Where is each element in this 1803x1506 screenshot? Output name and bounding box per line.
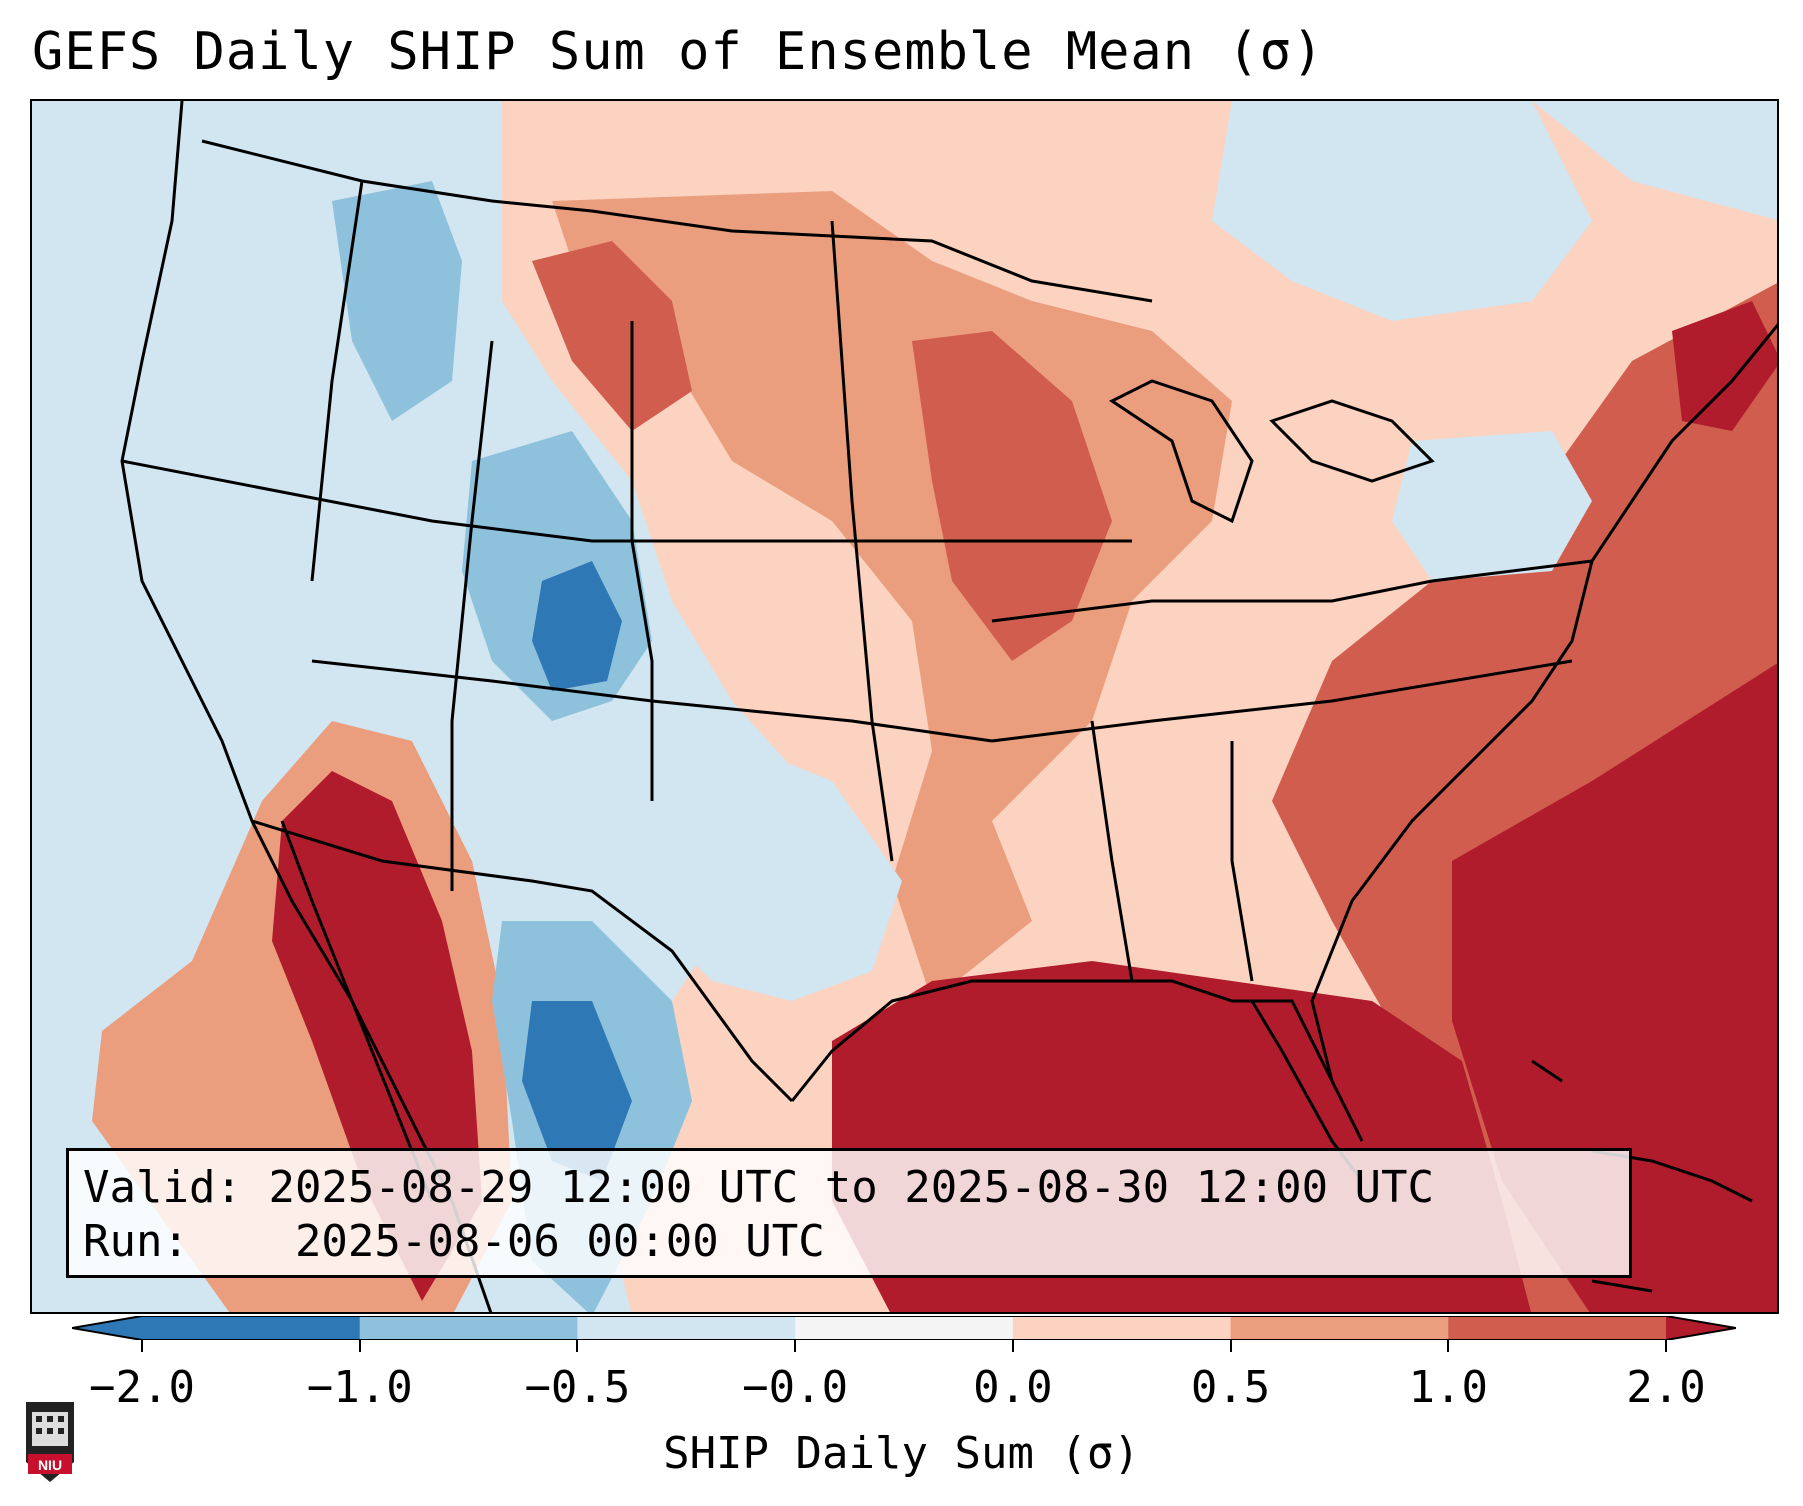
anomaly-region-texas-neutral (592, 741, 902, 1001)
colorbar-segment (1448, 1316, 1667, 1340)
anomaly-region-pennsylvania-neutral (1392, 431, 1592, 581)
anomaly-region-colorado-strong-negative (532, 561, 622, 691)
colorbar-tick-label: 0.5 (1190, 1362, 1271, 1413)
colorbar-tick (794, 1340, 797, 1352)
state-line-6 (830, 220, 894, 862)
baja-peninsula (280, 820, 434, 1202)
valid-run-info-box: Valid: 2025-08-29 12:00 UTC to 2025-08-3… (66, 1148, 1632, 1278)
state-line-7 (991, 559, 1593, 623)
niu-logo-icon: NIU (26, 1402, 74, 1482)
state-line-10 (1230, 741, 1254, 982)
state-line-2 (121, 459, 1132, 543)
colorbar-tick (1665, 1340, 1667, 1352)
colorbar-tick-label: −0.0 (742, 1362, 849, 1413)
colorbar-tick-label: −2.0 (89, 1362, 195, 1413)
map-panel[interactable] (30, 99, 1779, 1314)
atlantic-coastline (1310, 323, 1777, 1082)
coastline-west (120, 101, 493, 1312)
state-line-9 (1090, 720, 1134, 982)
run-value: 2025-08-06 00:00 UTC (294, 1216, 825, 1267)
colorbar-segment (359, 1316, 578, 1340)
colorbar-segment (1230, 1316, 1449, 1340)
anomaly-region-mexico-strong-negative (522, 1001, 632, 1181)
state-line-3 (630, 321, 654, 801)
us-mexico-border (251, 819, 794, 1103)
colorbar (72, 1316, 1736, 1340)
anomaly-region-montana-strong (532, 241, 692, 431)
colorbar-tick-label: 2.0 (1626, 1362, 1706, 1413)
valid-value: 2025-08-29 12:00 UTC to 2025-08-30 12:00… (268, 1162, 1435, 1213)
valid-label: Valid: (83, 1162, 242, 1213)
state-line-5 (311, 659, 993, 743)
colorbar-tick (1229, 1340, 1232, 1352)
colorbar-tick (358, 1340, 361, 1352)
great-lakes (1109, 379, 1254, 524)
colorbar-tick-label: −1.0 (306, 1362, 413, 1413)
colorbar-extend-low (72, 1316, 142, 1340)
colorbar-tick (141, 1340, 143, 1352)
colorbar-tick (1011, 1340, 1014, 1352)
run-label: Run: (83, 1216, 189, 1267)
anomaly-region-idaho-negative (332, 181, 462, 421)
colorbar-tick-label: 0.0 (973, 1362, 1053, 1413)
colorbar-segment (577, 1316, 796, 1340)
map-title: GEFS Daily SHIP Sum of Ensemble Mean (σ) (32, 22, 1325, 82)
logo-text: NIU (38, 1457, 62, 1473)
colorbar-tick (576, 1340, 579, 1352)
colorbar-segment (142, 1316, 361, 1340)
colorbar-tick-label: −0.5 (524, 1362, 631, 1413)
colorbar-segment (1012, 1316, 1232, 1340)
anomaly-region-midwest-strong (912, 331, 1112, 661)
us-canada-border (201, 139, 1153, 303)
colorbar-tick (1447, 1340, 1450, 1352)
colorbar-label: SHIP Daily Sum (σ) (663, 1428, 1140, 1479)
boundaries (120, 101, 1777, 1312)
anomaly-region-canada-neutral (1212, 101, 1592, 321)
state-line-4 (450, 340, 494, 891)
state-line-1 (310, 180, 364, 582)
state-line-8 (991, 659, 1573, 743)
gulf-coastline (790, 979, 1364, 1142)
colorbar-tick-label: 1.0 (1408, 1362, 1489, 1413)
colorbar-segments (142, 1316, 1667, 1340)
great-lakes-2 (1269, 399, 1435, 483)
map-canvas (32, 101, 1777, 1312)
anomaly-region-northeast-strong (1672, 301, 1777, 431)
colorbar-segment (795, 1316, 1014, 1340)
colorbar-extend-high (1666, 1316, 1736, 1340)
